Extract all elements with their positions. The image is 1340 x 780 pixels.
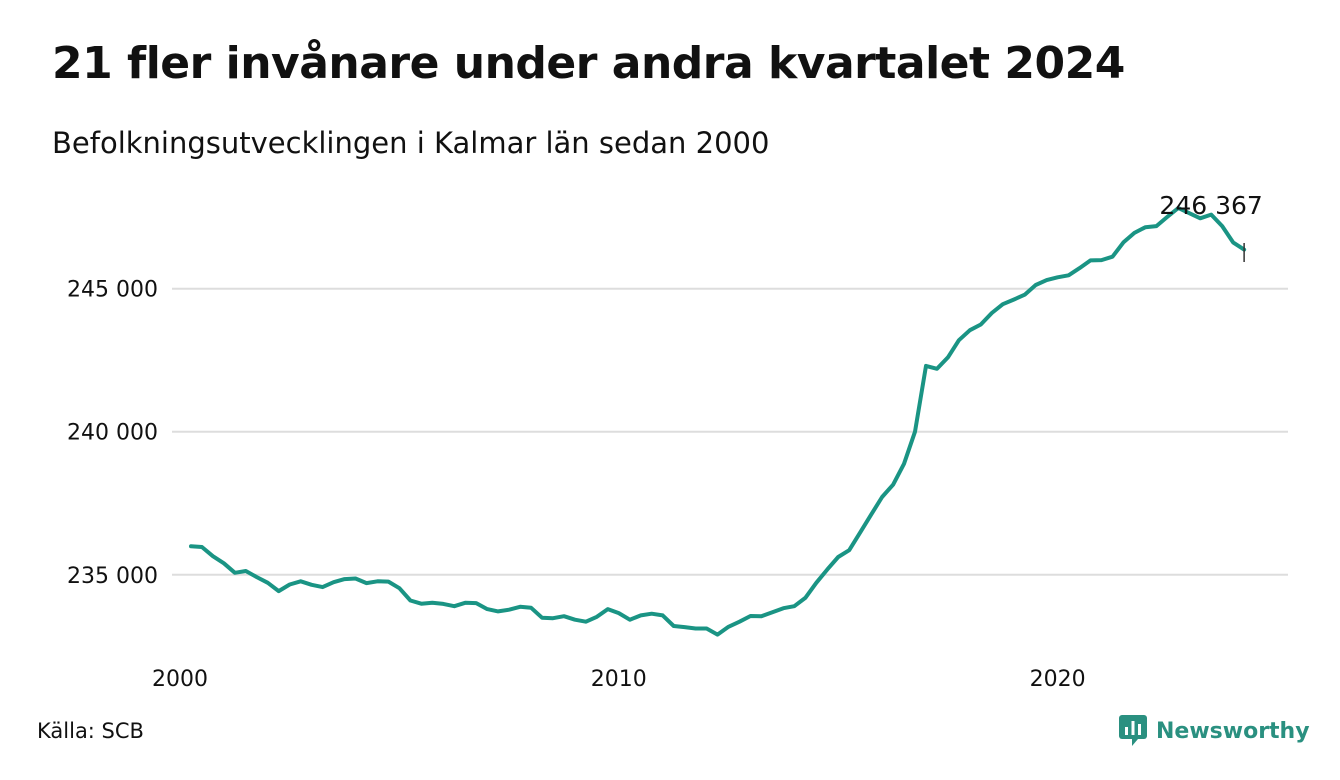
x-tick-label: 2000 <box>152 667 208 692</box>
series-line <box>189 206 1247 637</box>
brand-logo[interactable]: Newsworthy <box>1118 714 1310 748</box>
gridlines <box>172 287 1288 576</box>
annotation-label: 246 367 <box>1159 191 1262 220</box>
source-label: Källa: SCB <box>37 719 144 743</box>
newsworthy-logo-icon <box>1119 715 1147 746</box>
y-tick-label: 235 000 <box>67 564 158 589</box>
annotation-group: 246 367 <box>1159 191 1263 262</box>
x-tick-label: 2020 <box>1030 667 1086 692</box>
series-group <box>189 206 1247 637</box>
y-tick-label: 240 000 <box>67 421 158 446</box>
y-tick-label: 245 000 <box>67 278 158 303</box>
brand-name: Newsworthy <box>1156 718 1310 744</box>
x-axis-tick-labels: 2000 2010 2020 <box>152 667 1086 692</box>
y-axis-tick-labels: 235 000 240 000 245 000 <box>67 278 158 589</box>
x-tick-label: 2010 <box>591 667 647 692</box>
chart-title: 21 fler invånare under andra kvartalet 2… <box>52 38 1125 89</box>
chart-subtitle: Befolkningsutvecklingen i Kalmar län sed… <box>52 126 770 160</box>
